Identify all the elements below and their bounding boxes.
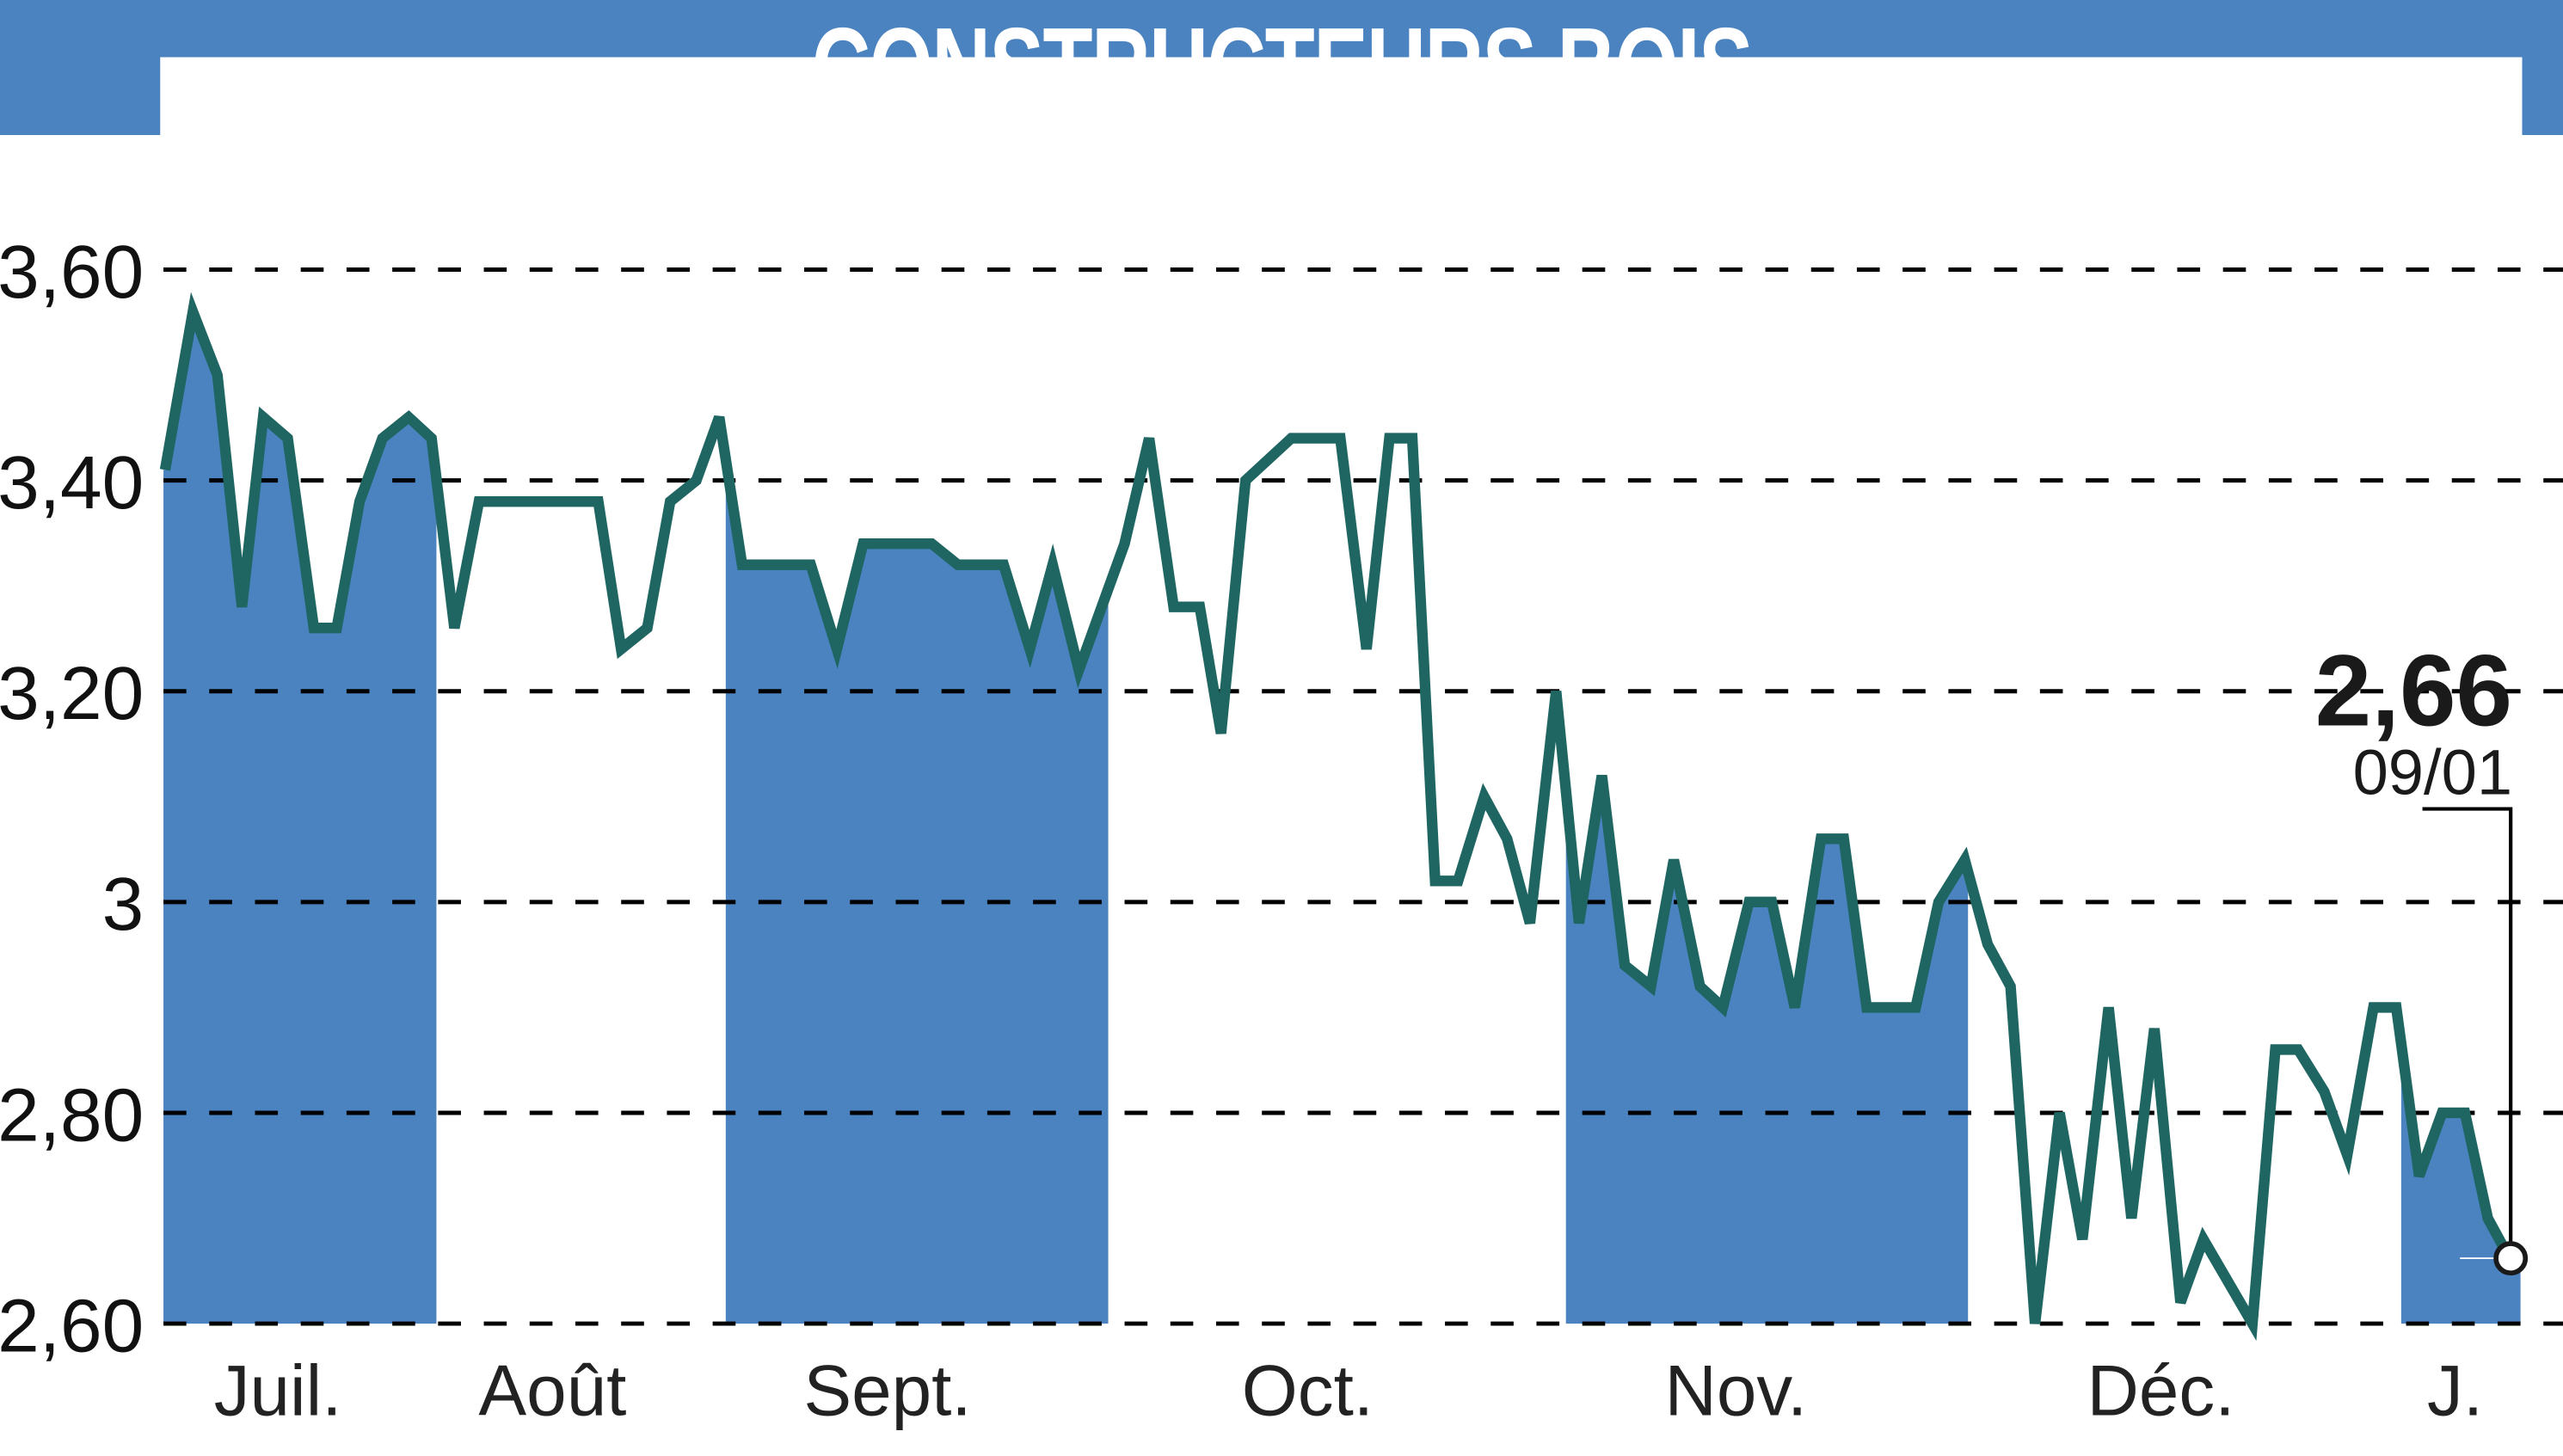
x-tick-label: Déc.: [2087, 1350, 2235, 1431]
month-bands: [160, 57, 2523, 1324]
y-tick-label: 3: [102, 862, 144, 946]
x-tick-label: Juil.: [214, 1350, 342, 1431]
gridlines: [163, 267, 2563, 1326]
area-mask: [160, 57, 2523, 1324]
annotation-leader-line: [2422, 807, 2513, 1243]
x-tick-label: J.: [2427, 1350, 2483, 1431]
y-tick-label: 2,60: [0, 1283, 144, 1367]
x-axis-labels: Juil. Août Sept. Oct. Nov. Déc. J.: [214, 1350, 2483, 1431]
last-date-label: 09/01: [2353, 736, 2512, 808]
last-value-annotation: 2,66 09/01: [2315, 634, 2529, 1276]
x-tick-label: Oct.: [1242, 1350, 1374, 1431]
x-tick-label: Nov.: [1664, 1350, 1807, 1431]
y-tick-label: 3,20: [0, 651, 144, 735]
y-axis-labels: 3,60 3,40 3,20 3 2,80 2,60: [0, 230, 144, 1368]
y-tick-label: 3,60: [0, 230, 144, 314]
x-tick-label: Août: [478, 1350, 626, 1431]
y-tick-label: 3,40: [0, 440, 144, 525]
price-line: [159, 292, 2516, 1342]
last-point-marker: [2493, 1241, 2529, 1276]
x-tick-label: Sept.: [803, 1350, 971, 1431]
last-value-label: 2,66: [2315, 634, 2512, 747]
y-tick-label: 2,80: [0, 1072, 144, 1157]
